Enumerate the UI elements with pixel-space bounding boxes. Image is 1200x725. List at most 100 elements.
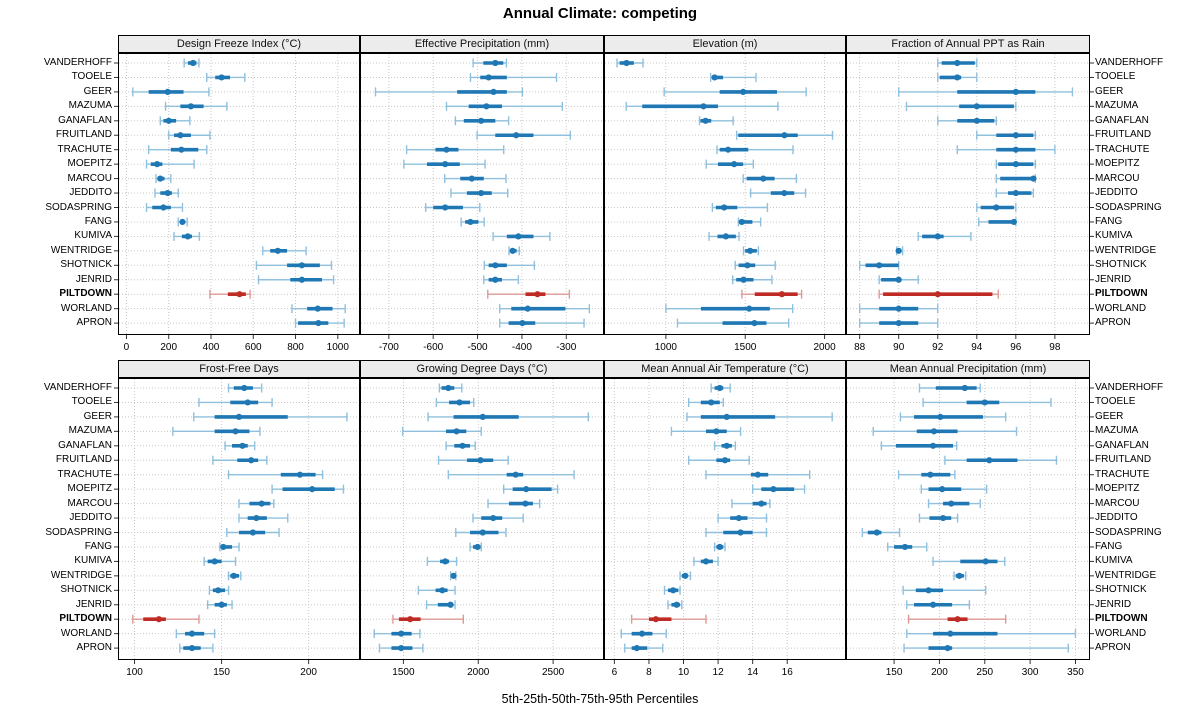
percentile-interval-moepitz [145,159,195,169]
median-dot [177,132,184,139]
station-label-right-worland: WORLAND [1095,302,1147,314]
median-dot [490,88,497,95]
median-dot [160,204,167,211]
strip-frost-free-days: Frost-Free Days [118,360,360,378]
percentile-interval-ganaflan [937,116,998,126]
percentile-interval-fang [177,217,188,227]
median-dot [477,457,484,464]
percentile-interval-marcou [995,174,1037,184]
percentile-interval-jenrid [425,600,456,610]
percentile-interval-piltdown [487,289,571,299]
x-tick-label: 92 [932,342,944,353]
percentile-interval-jenrid [483,275,520,285]
median-dot [178,146,185,153]
percentile-interval-ganaflan [880,441,958,451]
percentile-interval-kumiva [708,231,740,241]
station-label-left-tooele: TOOELE [71,71,112,83]
percentile-interval-shotnick [483,260,536,270]
percentile-interval-mazuma [164,101,228,111]
median-dot [253,514,260,522]
median-dot [524,305,531,312]
percentile-interval-worland [291,304,346,314]
percentile-interval-wentridge [262,246,307,256]
percentile-interval-trachute [147,145,208,155]
median-dot [986,457,993,464]
median-dot [239,442,246,449]
x-tick-label: 12 [713,667,725,678]
station-label-right-fang: FANG [1095,540,1123,552]
percentile-interval-worland [858,304,939,314]
percentile-interval-moepitz [705,159,755,169]
median-dot [925,587,932,594]
x-tick-label: 8 [646,667,652,678]
panel-border [360,378,604,660]
median-dot [954,74,961,81]
median-dot [731,161,738,168]
median-dot [895,305,902,312]
x-tick-label: 6 [612,667,618,678]
strip-mean-annual-precipitation-mm: Mean Annual Precipitation (mm) [846,360,1090,378]
x-tick-label: 200 [160,342,177,353]
median-dot [723,413,730,420]
percentile-interval-trachute [956,145,1056,155]
median-dot [981,399,988,406]
median-dot [947,630,954,637]
median-dot [1012,132,1019,139]
median-dot [895,247,902,254]
percentile-interval-kumiva [492,231,551,241]
x-tick-label: 150 [213,667,230,678]
median-dot [711,74,718,81]
station-label-right-geer: GEER [1095,85,1124,97]
percentile-interval-wentridge [508,246,520,256]
median-dot [721,457,729,464]
station-label-left-vanderhoff: VANDERHOFF [43,382,112,393]
median-dot [939,514,947,522]
percentile-interval-shotnick [902,585,987,595]
median-dot [1012,189,1019,197]
percentile-interval-fang [460,217,485,227]
percentile-interval-geer [427,412,589,422]
percentile-interval-piltdown [392,614,464,624]
percentile-interval-worland [665,304,794,314]
percentile-interval-ganaflan [454,116,510,126]
median-dot [1030,175,1037,182]
percentile-interval-sodaspring [711,203,769,212]
median-dot [164,189,171,197]
percentile-interval-ganaflan [224,441,256,451]
median-dot [927,471,934,478]
percentile-interval-fruitland [944,455,1058,465]
percentile-interval-shotnick [858,260,900,270]
median-dot [509,247,516,254]
percentile-interval-worland [373,629,421,639]
percentile-interval-vanderhoff [472,58,508,68]
percentile-interval-tooele [709,72,757,82]
panel-design-freeze-index-c: 0 200 400 600 800 1000 [114,53,360,353]
x-tick-label: 98 [1049,342,1061,353]
station-label-left-mazuma: MAZUMA [68,425,112,437]
median-dot [523,486,530,493]
x-tick-label: 350 [1067,667,1084,678]
percentile-interval-jenrid [206,600,233,610]
median-dot [930,428,938,435]
percentile-interval-fruitland [437,455,509,465]
percentile-interval-tooele [206,72,246,82]
x-tick-label: 96 [1010,342,1022,353]
median-dot [873,529,880,536]
median-dot [652,616,659,623]
median-dot [901,543,909,551]
percentile-interval-shotnick [417,585,456,595]
median-dot [230,572,237,579]
station-label-left-trachute: TRACHUTE [57,143,112,155]
median-dot [211,558,218,565]
chart-footer: 5th-25th-50th-75th-95th Percentiles [501,692,699,706]
station-label-left-jenrid: JENRID [75,598,112,610]
station-label-right-tooele: TOOELE [1095,71,1136,83]
median-dot [1010,218,1017,226]
percentile-interval-sodaspring [226,528,280,537]
percentile-interval-sodaspring [145,203,184,212]
median-dot [1012,146,1019,153]
percentile-interval-trachute [447,470,575,480]
percentile-interval-fruitland [976,130,1037,140]
median-dot [218,74,225,81]
strip-growing-degree-days-c: Growing Degree Days (°C) [360,360,604,378]
